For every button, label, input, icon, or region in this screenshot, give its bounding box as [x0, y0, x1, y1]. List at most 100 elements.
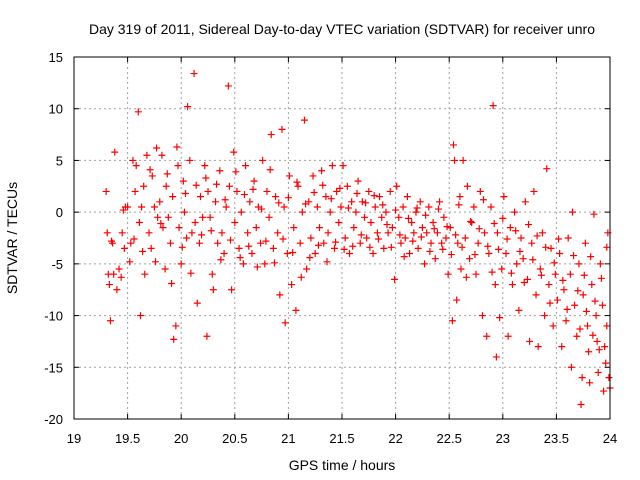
data-point	[213, 180, 221, 188]
data-point	[159, 224, 167, 232]
data-point	[111, 148, 119, 156]
data-point	[244, 229, 252, 237]
data-point	[500, 193, 508, 201]
data-point	[529, 256, 537, 264]
data-point	[545, 281, 553, 289]
data-point	[199, 213, 207, 221]
data-point	[367, 218, 375, 226]
data-point	[173, 143, 181, 151]
data-point	[346, 250, 354, 258]
data-point	[578, 374, 586, 382]
data-point	[383, 221, 391, 229]
data-point	[591, 297, 599, 305]
data-point	[421, 260, 429, 268]
data-point	[454, 239, 462, 247]
data-point	[393, 182, 401, 190]
data-point	[574, 287, 582, 295]
data-point	[593, 337, 601, 345]
data-point	[457, 265, 465, 273]
data-point	[139, 247, 147, 255]
data-point	[526, 337, 534, 345]
data-point	[307, 234, 315, 242]
data-point	[265, 213, 273, 221]
data-point	[559, 276, 567, 284]
x-tick-label: 22.5	[437, 431, 462, 446]
data-point	[590, 210, 598, 218]
data-point	[601, 343, 609, 351]
data-point	[233, 187, 241, 195]
data-point	[594, 368, 602, 376]
data-point	[169, 193, 177, 201]
data-point	[126, 258, 134, 266]
data-point	[127, 239, 135, 247]
data-point	[344, 204, 352, 212]
data-point	[485, 250, 493, 258]
data-point	[451, 156, 459, 164]
data-point	[568, 208, 576, 216]
data-point	[417, 233, 425, 241]
data-point	[288, 281, 296, 289]
data-point	[513, 260, 521, 268]
y-tick-label: 5	[56, 153, 63, 168]
data-point	[231, 218, 239, 226]
data-point	[413, 204, 421, 212]
data-point	[582, 307, 590, 315]
data-point	[414, 244, 422, 252]
data-point	[184, 103, 192, 111]
data-point	[596, 260, 604, 268]
data-point	[433, 229, 441, 237]
data-point	[150, 203, 158, 211]
data-point	[369, 250, 377, 258]
data-point	[442, 234, 450, 242]
data-point	[365, 187, 373, 195]
data-point	[484, 242, 492, 250]
data-point	[399, 203, 407, 211]
data-point	[470, 203, 478, 211]
data-point	[222, 203, 230, 211]
data-point	[602, 359, 610, 367]
data-point	[267, 131, 275, 139]
data-point	[566, 270, 574, 278]
data-point	[387, 243, 395, 251]
data-point	[350, 224, 358, 232]
data-point	[129, 156, 137, 164]
data-point	[289, 248, 297, 256]
data-point	[235, 244, 243, 252]
data-point	[266, 166, 274, 174]
data-point	[315, 224, 323, 232]
data-point	[595, 346, 603, 354]
data-point	[324, 229, 332, 237]
data-point	[225, 182, 233, 190]
data-point	[502, 250, 510, 258]
data-point	[550, 259, 558, 267]
data-point	[471, 251, 479, 259]
data-point	[237, 208, 245, 216]
data-point	[597, 274, 605, 282]
data-point	[488, 268, 496, 276]
data-point	[276, 291, 284, 299]
data-point	[431, 255, 439, 263]
data-point	[440, 213, 448, 221]
data-point	[570, 252, 578, 260]
data-point	[186, 156, 194, 164]
data-point	[463, 182, 471, 190]
data-point	[216, 167, 224, 175]
data-point	[343, 182, 351, 190]
data-point	[492, 353, 500, 361]
data-point	[382, 208, 390, 216]
data-point	[459, 156, 467, 164]
data-point	[521, 198, 529, 206]
y-tick-label: -15	[44, 360, 63, 375]
data-point	[296, 239, 304, 247]
data-point	[108, 237, 116, 245]
data-point	[579, 291, 587, 299]
data-point	[585, 348, 593, 356]
data-point	[392, 206, 400, 214]
data-point	[429, 218, 437, 226]
data-point	[388, 224, 396, 232]
data-point	[543, 165, 551, 173]
y-tick-label: 0	[56, 205, 63, 220]
x-axis-label: GPS time / hours	[289, 457, 396, 473]
data-point	[253, 263, 261, 271]
data-point	[455, 201, 463, 209]
